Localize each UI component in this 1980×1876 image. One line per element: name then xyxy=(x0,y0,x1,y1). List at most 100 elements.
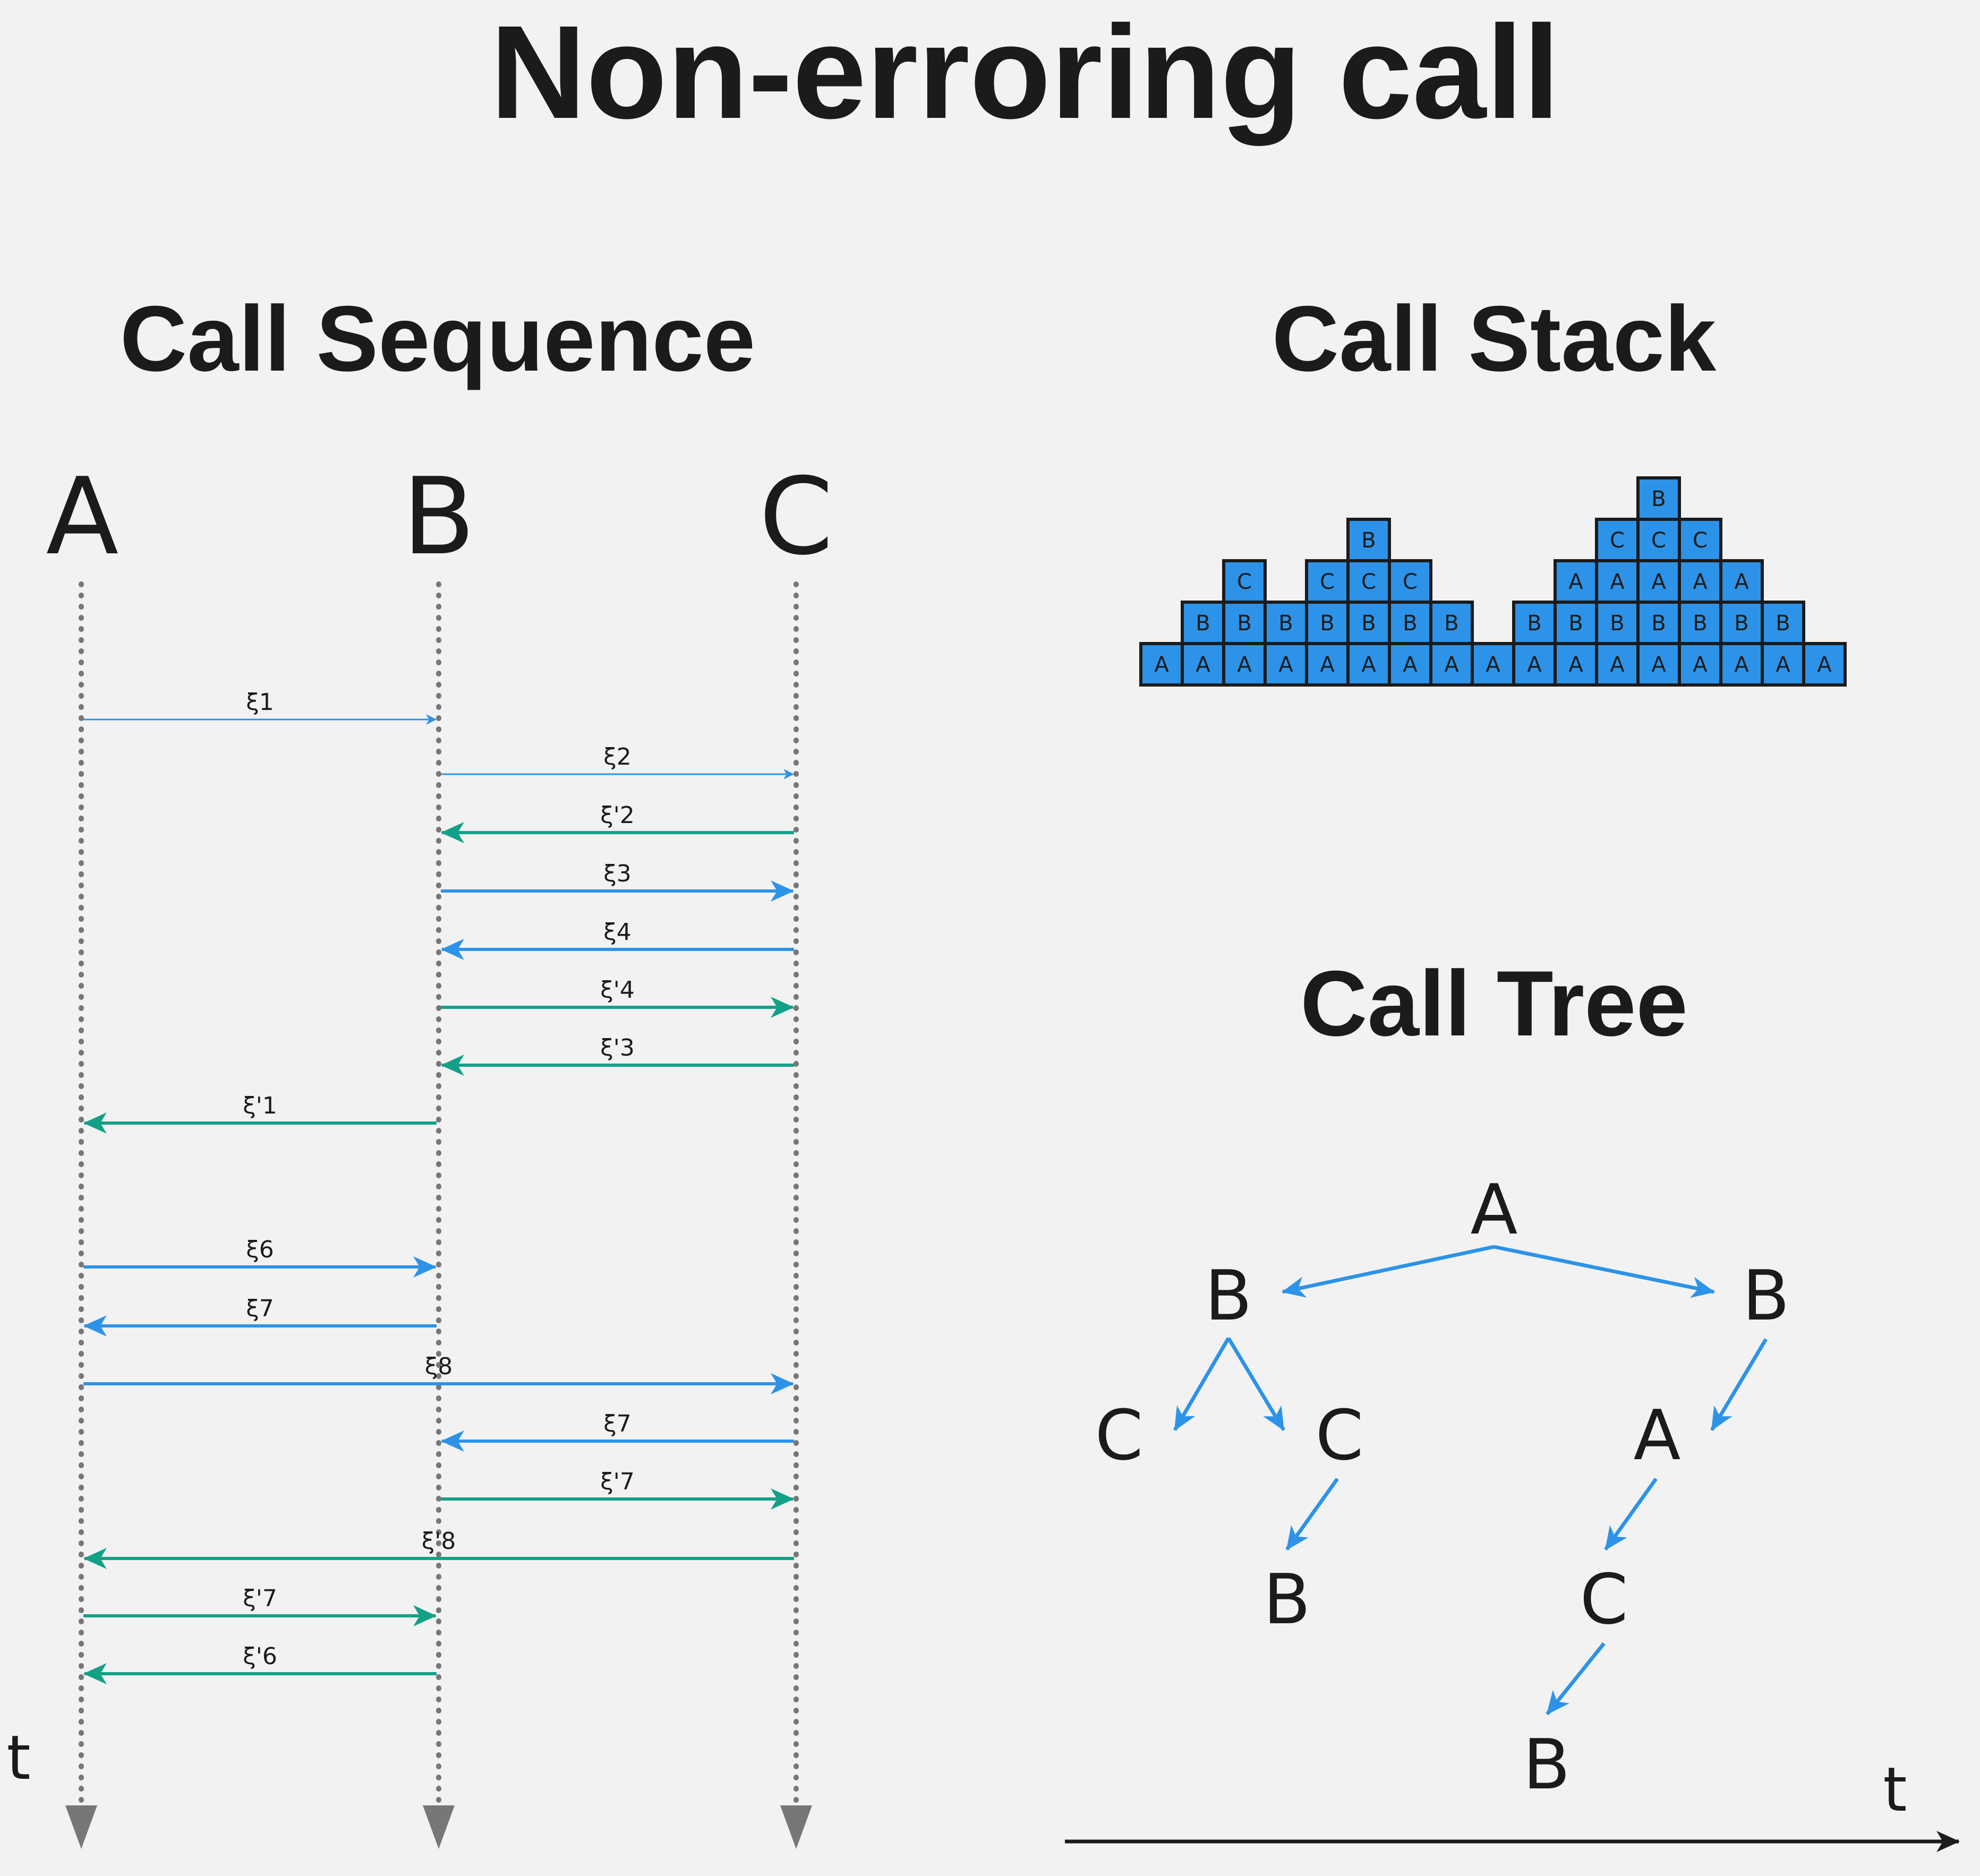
stack-frame-label: B xyxy=(1734,611,1748,636)
stack-frame-label: A xyxy=(1734,570,1749,594)
message-label: ξ'7 xyxy=(243,1585,277,1612)
stack-frame-label: C xyxy=(1361,570,1376,594)
tree-node-c1: C xyxy=(1095,1395,1143,1476)
call-tree-heading: Call Tree xyxy=(1300,952,1688,1056)
message-label: ξ'8 xyxy=(422,1528,456,1555)
message-arrows: ξ1 ξ2 ξ'2 ξ3 ξ4 ξ'4 ξ'3 ξ'1 ξ6 ξ7 ξ8 ξ7 ξ'7 ξ'8 ξ'7 ξ'6 xyxy=(83,689,794,1684)
stack-frame-box xyxy=(1181,642,1225,687)
stack-frame-label: B xyxy=(1320,611,1334,636)
stack-frame-box xyxy=(1636,476,1681,521)
call-sequence-heading: Call Sequence xyxy=(120,287,755,391)
stack-frame-box xyxy=(1471,642,1515,687)
stack-frame-label: B xyxy=(1278,611,1293,636)
lifeline-c-arrowhead xyxy=(780,1805,812,1849)
stack-frame-label: B xyxy=(1651,487,1666,511)
stack-frame-box xyxy=(1554,559,1598,604)
lifeline-a-arrowhead xyxy=(65,1805,97,1849)
stack-frame-label: B xyxy=(1776,611,1790,636)
stack-frame-label: A xyxy=(1361,653,1376,677)
tree-node-c3: C xyxy=(1580,1559,1628,1640)
message-label: ξ4 xyxy=(603,919,631,946)
stack-frame-box xyxy=(1719,559,1764,604)
stack-frame-box xyxy=(1388,559,1432,604)
stack-frame-box xyxy=(1305,601,1350,645)
stack-frame-label: A xyxy=(1734,653,1749,677)
edge-b-to-a xyxy=(1710,1338,1768,1431)
stack-frame-label: A xyxy=(1776,653,1790,677)
edge-b-to-c xyxy=(1173,1337,1231,1431)
call-stack-heading: Call Stack xyxy=(1272,287,1717,391)
message-label: ξ3 xyxy=(603,860,631,887)
stack-frame-label: A xyxy=(1610,653,1625,677)
lifelines xyxy=(65,581,812,1849)
edge-a-to-b xyxy=(1282,1245,1495,1298)
stack-frame-label: A xyxy=(1320,653,1335,677)
stack-frame-box xyxy=(1429,601,1474,645)
tree-node-b4: B xyxy=(1523,1724,1570,1805)
message-label: ξ7 xyxy=(246,1295,274,1322)
message-label: ξ'3 xyxy=(600,1034,635,1061)
tree-node-b3: B xyxy=(1263,1559,1310,1640)
lifeline-b-arrowhead xyxy=(423,1805,455,1849)
stack-frame-label: A xyxy=(1693,653,1708,677)
stack-frame-label: B xyxy=(1444,611,1458,636)
edge-a-to-c xyxy=(1604,1477,1658,1551)
stack-frame-label: A xyxy=(1527,653,1542,677)
stack-frame-label: A xyxy=(1568,570,1583,594)
stack-frame-label: B xyxy=(1403,611,1417,636)
stack-frame-label: C xyxy=(1610,528,1625,553)
participant-c-label: C xyxy=(759,455,833,579)
sequence-time-label: t xyxy=(6,1723,30,1794)
stack-frame-box xyxy=(1222,559,1267,604)
stack-frame-label: A xyxy=(1278,653,1293,677)
message-label: ξ8 xyxy=(425,1353,453,1380)
message-label: ξ1 xyxy=(246,689,274,716)
stack-frame-label: A xyxy=(1568,653,1583,677)
stack-frame-label: A xyxy=(1693,570,1708,594)
edge-c-to-b xyxy=(1285,1477,1339,1551)
stack-frame-box xyxy=(1346,601,1391,645)
stack-frame-label: A xyxy=(1651,570,1666,594)
stack-frame-label: C xyxy=(1693,528,1708,553)
stack-frame-label: B xyxy=(1361,528,1376,553)
stack-frame-box xyxy=(1139,642,1184,687)
stack-frame-label: A xyxy=(1154,653,1169,677)
stack-frame-label: C xyxy=(1320,570,1335,594)
message-label: ξ'7 xyxy=(600,1468,635,1495)
message-label: ξ6 xyxy=(246,1236,274,1263)
stack-frame-box xyxy=(1346,518,1391,562)
stack-frame-label: A xyxy=(1237,653,1252,677)
stack-frame-label: B xyxy=(1237,611,1251,636)
stack-frame-box xyxy=(1512,601,1557,645)
tree-node-a2: A xyxy=(1634,1395,1681,1476)
tree-node-root: A xyxy=(1471,1169,1518,1250)
tree-time-label: t xyxy=(1883,1754,1907,1826)
stack-frame-label: A xyxy=(1610,570,1625,594)
stack-frame-label: B xyxy=(1196,611,1210,636)
edge-b-to-c xyxy=(1227,1337,1285,1431)
stack-frame-box xyxy=(1761,601,1805,645)
tree-node-b1: B xyxy=(1205,1255,1252,1336)
message-label: ξ2 xyxy=(603,743,631,770)
stack-frame-label: B xyxy=(1610,611,1624,636)
stack-frame-label: A xyxy=(1486,653,1500,677)
participant-b-label: B xyxy=(402,455,475,579)
message-label: ξ'2 xyxy=(600,802,635,829)
diagram-title: Non-erroring call xyxy=(490,0,1560,146)
stack-frame-label: A xyxy=(1196,653,1210,677)
stack-frame-label: A xyxy=(1651,653,1666,677)
stack-frame-label: B xyxy=(1361,611,1376,636)
stack-frame-label: B xyxy=(1568,611,1583,636)
stack-frame-label: B xyxy=(1651,611,1666,636)
stack-frame-label: A xyxy=(1444,653,1459,677)
stack-frame-box xyxy=(1181,601,1225,645)
stack-frame-label: A xyxy=(1403,653,1418,677)
stack-frame-box xyxy=(1678,518,1722,562)
stack-frame-label: C xyxy=(1403,570,1418,594)
edge-a-to-b xyxy=(1493,1245,1715,1298)
stack-frame-label: C xyxy=(1237,570,1252,594)
stack-frame-box xyxy=(1595,518,1640,562)
tree-node-c2: C xyxy=(1316,1395,1364,1476)
participant-a-label: A xyxy=(46,455,119,579)
